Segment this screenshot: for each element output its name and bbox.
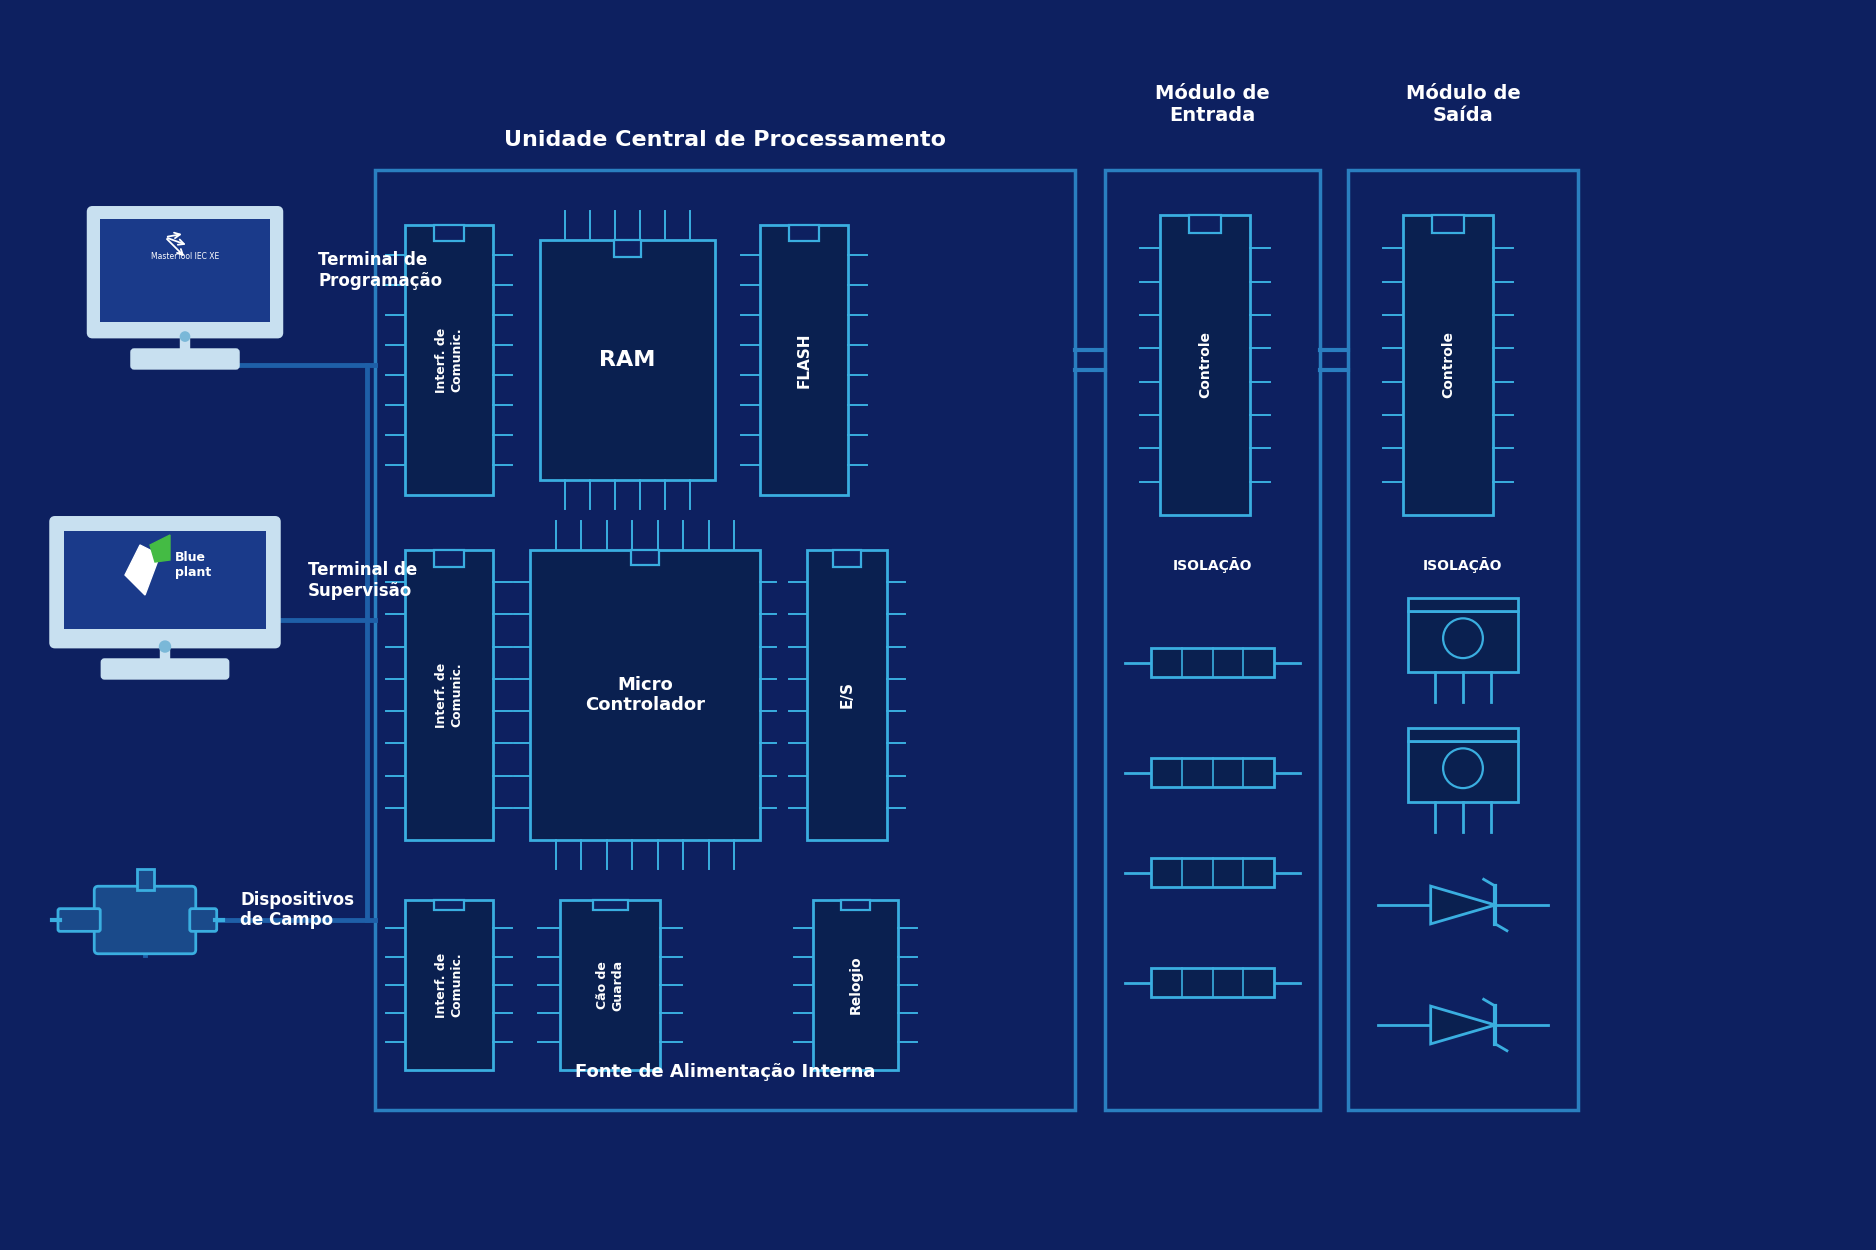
Text: Terminal de
Supervisão: Terminal de Supervisão [308, 561, 416, 600]
Bar [812, 900, 899, 1070]
Bar [433, 550, 465, 568]
FancyBboxPatch shape [51, 518, 280, 646]
Bar [540, 240, 715, 480]
Bar [807, 550, 887, 840]
Text: Controle: Controle [1199, 331, 1212, 399]
Polygon shape [1431, 1006, 1495, 1044]
Text: MasterTool IEC XE: MasterTool IEC XE [150, 253, 219, 261]
Polygon shape [126, 545, 159, 595]
Text: Dispositivos
de Campo: Dispositivos de Campo [240, 890, 355, 930]
Text: Interf. de
Comunic.: Interf. de Comunic. [435, 328, 463, 392]
FancyBboxPatch shape [94, 886, 195, 954]
Polygon shape [1431, 886, 1495, 924]
Text: E/S: E/S [839, 681, 854, 709]
Bar [561, 900, 660, 1070]
Text: ISOLAÇÃO: ISOLAÇÃO [1172, 558, 1253, 572]
FancyBboxPatch shape [131, 349, 238, 369]
Text: Fonte de Alimentação Interna: Fonte de Alimentação Interna [574, 1062, 876, 1081]
Bar [64, 530, 266, 630]
Bar [1189, 215, 1221, 232]
Text: Unidade Central de Processamento: Unidade Central de Processamento [505, 130, 946, 150]
Bar [1407, 741, 1518, 801]
Bar [593, 900, 627, 910]
Bar [1152, 758, 1274, 788]
Text: Controle: Controle [1441, 331, 1456, 399]
Bar [1407, 728, 1518, 741]
Bar [405, 900, 493, 1070]
Bar [137, 869, 154, 890]
Bar [833, 550, 861, 568]
Text: Cão de
Guarda: Cão de Guarda [597, 960, 625, 1010]
Bar [1407, 611, 1518, 671]
Bar [405, 225, 493, 495]
Text: RAM: RAM [598, 350, 657, 370]
Bar [433, 900, 465, 910]
Bar [630, 550, 658, 565]
Bar [1152, 968, 1274, 998]
Text: Blue
plant: Blue plant [174, 551, 212, 579]
Bar [405, 550, 493, 840]
Text: Terminal de
Programação: Terminal de Programação [319, 251, 443, 290]
Polygon shape [150, 535, 171, 562]
Bar [1431, 215, 1463, 232]
FancyBboxPatch shape [88, 208, 281, 336]
Text: Relogio: Relogio [848, 956, 863, 1014]
Bar [1152, 858, 1274, 888]
Text: Módulo de
Entrada: Módulo de Entrada [1156, 84, 1270, 125]
Bar [1152, 648, 1274, 678]
Text: Interf. de
Comunic.: Interf. de Comunic. [435, 662, 463, 727]
Circle shape [180, 332, 189, 341]
FancyBboxPatch shape [101, 659, 229, 679]
Bar [788, 225, 820, 241]
FancyBboxPatch shape [189, 909, 218, 931]
Bar [1403, 215, 1493, 515]
Bar [840, 900, 870, 910]
Bar [1407, 598, 1518, 611]
Text: Módulo de
Saída: Módulo de Saída [1405, 84, 1520, 125]
FancyBboxPatch shape [58, 909, 99, 931]
Bar [433, 225, 465, 241]
Bar [613, 240, 640, 256]
Text: Micro
Controlador: Micro Controlador [585, 675, 705, 715]
Bar [760, 225, 848, 495]
Bar [1349, 170, 1578, 1110]
Circle shape [159, 641, 171, 652]
Bar [1159, 215, 1249, 515]
Bar [1105, 170, 1321, 1110]
Text: FLASH: FLASH [797, 332, 812, 388]
Bar [375, 170, 1075, 1110]
Text: ISOLAÇÃO: ISOLAÇÃO [1424, 558, 1503, 572]
Bar [99, 219, 270, 321]
Bar [531, 550, 760, 840]
Text: Interf. de
Comunic.: Interf. de Comunic. [435, 952, 463, 1017]
